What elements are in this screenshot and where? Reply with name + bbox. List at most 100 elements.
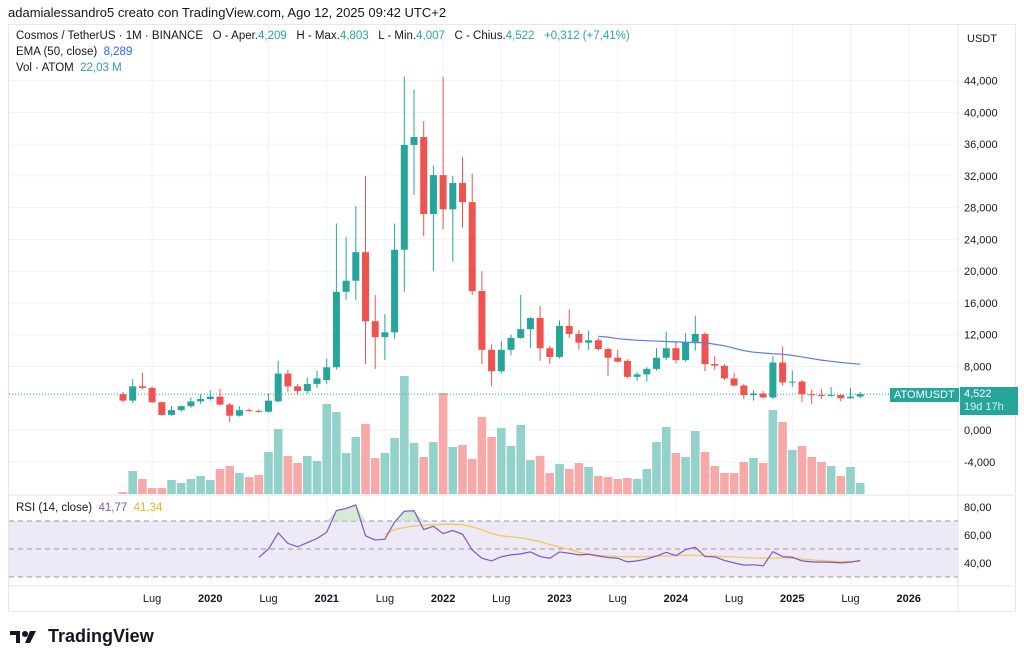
ema-value: 8,289: [103, 46, 133, 58]
candle-body: [556, 325, 563, 357]
volume-legend[interactable]: Vol · ATOM 22,03 M: [16, 62, 122, 74]
candle-body: [274, 373, 282, 402]
rsi-band: [9, 521, 958, 577]
low-value: 4,007: [416, 30, 445, 42]
candle-body: [303, 383, 311, 392]
candle-body: [750, 393, 757, 396]
volume-bar: [186, 479, 196, 494]
candle-body: [148, 387, 156, 403]
volume-bar: [167, 480, 176, 494]
price-tick-label: 16,000: [964, 298, 998, 310]
candle-body: [575, 333, 583, 343]
candle-body: [517, 329, 525, 338]
time-tick-label: Lug: [609, 593, 627, 605]
time-tick-label: Lug: [259, 593, 277, 605]
candle-body: [381, 332, 389, 338]
volume-bar: [206, 480, 215, 494]
volume-bar: [157, 488, 167, 494]
candle-body: [701, 333, 709, 365]
volume-bar: [652, 442, 661, 494]
time-tick-label: Lug: [376, 593, 394, 605]
rsi-ma-value: 41,34: [133, 502, 163, 514]
volume-bar: [526, 460, 535, 494]
volume-bar: [147, 488, 157, 494]
volume-bar: [400, 376, 409, 494]
time-tick-label: Lug: [725, 593, 743, 605]
candle-body: [449, 183, 457, 210]
close-label: C - Chius.: [454, 30, 506, 42]
open-label: O - Aper.: [212, 30, 259, 42]
candle-body: [788, 381, 796, 383]
volume-bar: [817, 462, 826, 494]
candle-body: [119, 394, 127, 401]
volume-bar: [535, 456, 545, 494]
volume-bar: [429, 442, 438, 494]
ema-legend[interactable]: EMA (50, close) 8,289: [16, 46, 132, 58]
volume-bar: [739, 462, 749, 494]
time-tick-label: 2024: [664, 593, 689, 605]
logo-text: TradingView: [48, 626, 154, 646]
candle-body: [478, 291, 486, 350]
ema-line: [598, 335, 861, 365]
chart-frame: [8, 24, 1016, 612]
volume-bar: [176, 483, 186, 494]
candle-body: [245, 410, 253, 412]
candle-body: [691, 333, 699, 342]
volume-bar: [555, 464, 564, 494]
rsi-legend[interactable]: RSI (14, close) 41,77 41,34: [16, 502, 162, 514]
volume-bar: [826, 466, 836, 494]
volume-bar: [390, 438, 399, 494]
candle-body: [623, 360, 631, 377]
volume-bar: [225, 466, 234, 494]
candle-body: [536, 318, 544, 349]
candle-body: [488, 349, 496, 372]
candle-body: [265, 400, 272, 412]
price-tick-label: 0,000: [964, 425, 992, 437]
volume-bar: [594, 476, 603, 494]
candle-body: [740, 385, 748, 396]
rsi-overbought-fill: [414, 510, 424, 521]
volume-bar: [118, 492, 128, 494]
high-value: 4,803: [339, 30, 369, 42]
volume-bar: [700, 452, 710, 494]
candle-body: [429, 175, 437, 215]
volume-bar: [264, 452, 273, 494]
volume-bar: [138, 479, 147, 494]
candle-body: [847, 396, 854, 399]
time-tick-label: 2023: [547, 593, 571, 605]
volume-bar: [632, 479, 642, 494]
candle-body: [226, 404, 234, 416]
rsi-line: [258, 504, 861, 567]
volume-bar: [807, 457, 816, 494]
candle-body: [439, 175, 447, 210]
candle-body: [720, 365, 728, 379]
volume-bar: [370, 458, 380, 494]
candle-body: [643, 368, 651, 375]
volume-bar: [720, 473, 729, 494]
time-tick-label: 2022: [431, 593, 455, 605]
volume-bar: [467, 459, 477, 494]
candle-body: [391, 249, 399, 333]
candle-body: [565, 325, 573, 334]
candle-body: [342, 280, 350, 292]
candle-body: [362, 252, 369, 322]
candle-body: [817, 395, 825, 397]
attribution: adamialessandro5 creato con TradingView.…: [8, 5, 447, 20]
symbol-name: Cosmos / TetherUS · 1M · BINANCE: [16, 30, 204, 42]
candle-body: [730, 378, 738, 386]
volume-bar: [729, 473, 739, 494]
rsi-tick-label: 80,00: [964, 502, 992, 514]
candle-body: [633, 374, 641, 377]
volume-bar: [710, 466, 719, 494]
volume-bar: [322, 404, 331, 494]
volume-bar: [691, 431, 700, 494]
volume-bar: [836, 476, 846, 494]
close-value: 4,522: [505, 30, 535, 42]
candle-body: [827, 395, 835, 397]
volume-bar: [574, 463, 584, 494]
tradingview-logo[interactable]: TradingView: [10, 626, 154, 647]
rsi-tick-label: 40,00: [964, 558, 992, 570]
time-tick-label: 2021: [314, 593, 338, 605]
volume-bar: [448, 447, 458, 494]
